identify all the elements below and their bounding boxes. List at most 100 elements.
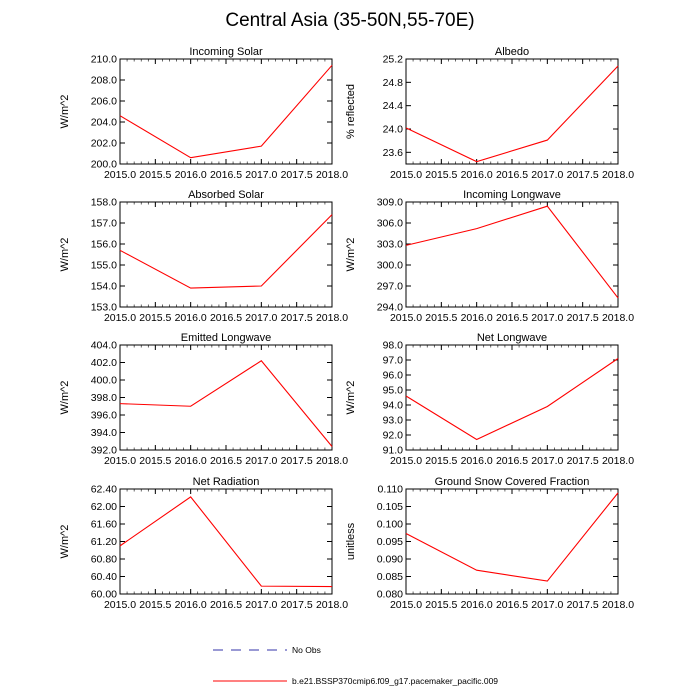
x-tick-label: 2016.5 (210, 599, 242, 611)
panel-incoming-longwave: Incoming Longwave 2015.0 2015.5 2016.0 2016.… (345, 189, 634, 324)
y-tick-label: 94.0 (383, 400, 404, 412)
panel-title: Ground Snow Covered Fraction (435, 476, 590, 488)
legend-label-obs: No Obs (292, 645, 321, 655)
y-tick-label: 206.0 (91, 96, 117, 108)
y-tick-label: 96.0 (383, 370, 404, 382)
x-tick-label: 2017.0 (245, 455, 277, 467)
y-tick-label: 24.8 (383, 77, 404, 89)
plot-frame (119, 201, 333, 308)
x-tick-label: 2017.5 (567, 599, 599, 611)
y-tick-label: 400.0 (91, 375, 117, 387)
plot-frame (119, 344, 333, 451)
x-tick-label: 2016.0 (175, 599, 207, 611)
y-axis-label: W/m^2 (59, 238, 71, 272)
y-axis-label: unitless (345, 522, 357, 560)
y-axis-label: W/m^2 (59, 95, 71, 129)
plot-frame (405, 58, 619, 165)
y-tick-label: 155.0 (91, 260, 117, 272)
series-line (405, 65, 619, 163)
y-tick-label: 208.0 (91, 75, 117, 87)
series-line (405, 205, 619, 299)
panel-title: Net Radiation (193, 476, 260, 488)
y-tick-label: 200.0 (91, 159, 117, 171)
panel-title: Net Longwave (477, 332, 547, 344)
x-tick-label: 2018.0 (602, 599, 634, 611)
y-tick-label: 62.40 (91, 484, 117, 496)
x-tick-label: 2015.0 (390, 169, 422, 181)
y-tick-label: 202.0 (91, 138, 117, 150)
y-tick-label: 398.0 (91, 392, 117, 404)
panel-title: Absorbed Solar (188, 189, 264, 201)
y-tick-label: 204.0 (91, 117, 117, 129)
x-tick-label: 2015.0 (390, 599, 422, 611)
y-tick-label: 92.0 (383, 430, 404, 442)
panel-albedo: Albedo 2015.0 2015.5 2016.0 2016.5 2017.0 2017… (345, 46, 634, 181)
x-tick-label: 2015.5 (425, 599, 457, 611)
x-tick-label: 2016.5 (210, 312, 242, 324)
figure-title: Central Asia (35-50N,55-70E) (225, 10, 475, 31)
y-tick-label: 60.80 (91, 554, 117, 566)
x-tick-label: 2016.0 (175, 169, 207, 181)
x-tick-label: 2018.0 (602, 169, 634, 181)
y-tick-label: 23.6 (383, 147, 404, 159)
plot-frame (405, 344, 619, 451)
series-line (119, 64, 333, 159)
x-tick-label: 2016.0 (461, 455, 493, 467)
x-tick-label: 2016.5 (210, 455, 242, 467)
y-tick-label: 402.0 (91, 357, 117, 369)
y-tick-label: 157.0 (91, 218, 117, 230)
series-line (119, 496, 333, 588)
x-tick-label: 2015.0 (104, 455, 136, 467)
panel-title: Incoming Longwave (463, 189, 561, 201)
y-tick-label: 158.0 (91, 197, 117, 209)
series-line (119, 360, 333, 447)
x-tick-label: 2017.0 (531, 169, 563, 181)
y-tick-label: 0.110 (378, 484, 404, 496)
y-tick-label: 25.2 (383, 54, 404, 66)
panel-title: Albedo (495, 46, 529, 58)
y-axis-label: W/m^2 (59, 381, 71, 415)
x-tick-label: 2018.0 (316, 599, 348, 611)
x-tick-label: 2017.0 (531, 455, 563, 467)
y-tick-label: 392.0 (91, 445, 117, 457)
y-tick-label: 396.0 (91, 410, 117, 422)
x-tick-label: 2017.5 (281, 312, 313, 324)
y-tick-label: 153.0 (91, 302, 117, 314)
x-tick-label: 2018.0 (602, 455, 634, 467)
x-tick-label: 2017.5 (567, 169, 599, 181)
x-tick-label: 2015.0 (390, 312, 422, 324)
panel-title: Emitted Longwave (181, 332, 272, 344)
y-tick-label: 0.090 (377, 554, 403, 566)
x-tick-label: 2018.0 (316, 169, 348, 181)
x-tick-label: 2017.0 (245, 599, 277, 611)
x-tick-label: 2016.5 (496, 312, 528, 324)
x-tick-label: 2017.0 (531, 312, 563, 324)
series-line (119, 214, 333, 289)
x-tick-label: 2015.5 (425, 169, 457, 181)
x-tick-label: 2015.5 (425, 312, 457, 324)
x-tick-label: 2017.0 (245, 312, 277, 324)
y-axis-label: % reflected (345, 84, 357, 139)
x-tick-label: 2017.5 (567, 312, 599, 324)
x-tick-label: 2016.5 (210, 169, 242, 181)
x-tick-label: 2016.0 (461, 169, 493, 181)
x-tick-label: 2016.0 (175, 455, 207, 467)
y-tick-label: 24.4 (383, 100, 404, 112)
x-tick-label: 2017.0 (531, 599, 563, 611)
y-tick-label: 303.0 (377, 239, 403, 251)
x-tick-label: 2015.5 (425, 455, 457, 467)
panel-emitted-longwave: Emitted Longwave 2015.0 2015.5 2016.0 2016.5… (59, 332, 348, 467)
y-tick-label: 91.0 (383, 445, 404, 457)
y-axis-label: W/m^2 (345, 381, 357, 415)
y-tick-label: 0.100 (377, 519, 403, 531)
x-tick-label: 2018.0 (316, 455, 348, 467)
x-tick-label: 2015.0 (104, 599, 136, 611)
y-tick-label: 0.080 (377, 589, 403, 601)
y-tick-label: 60.40 (91, 571, 117, 583)
y-tick-label: 294.0 (377, 302, 403, 314)
y-tick-label: 60.00 (91, 589, 117, 601)
